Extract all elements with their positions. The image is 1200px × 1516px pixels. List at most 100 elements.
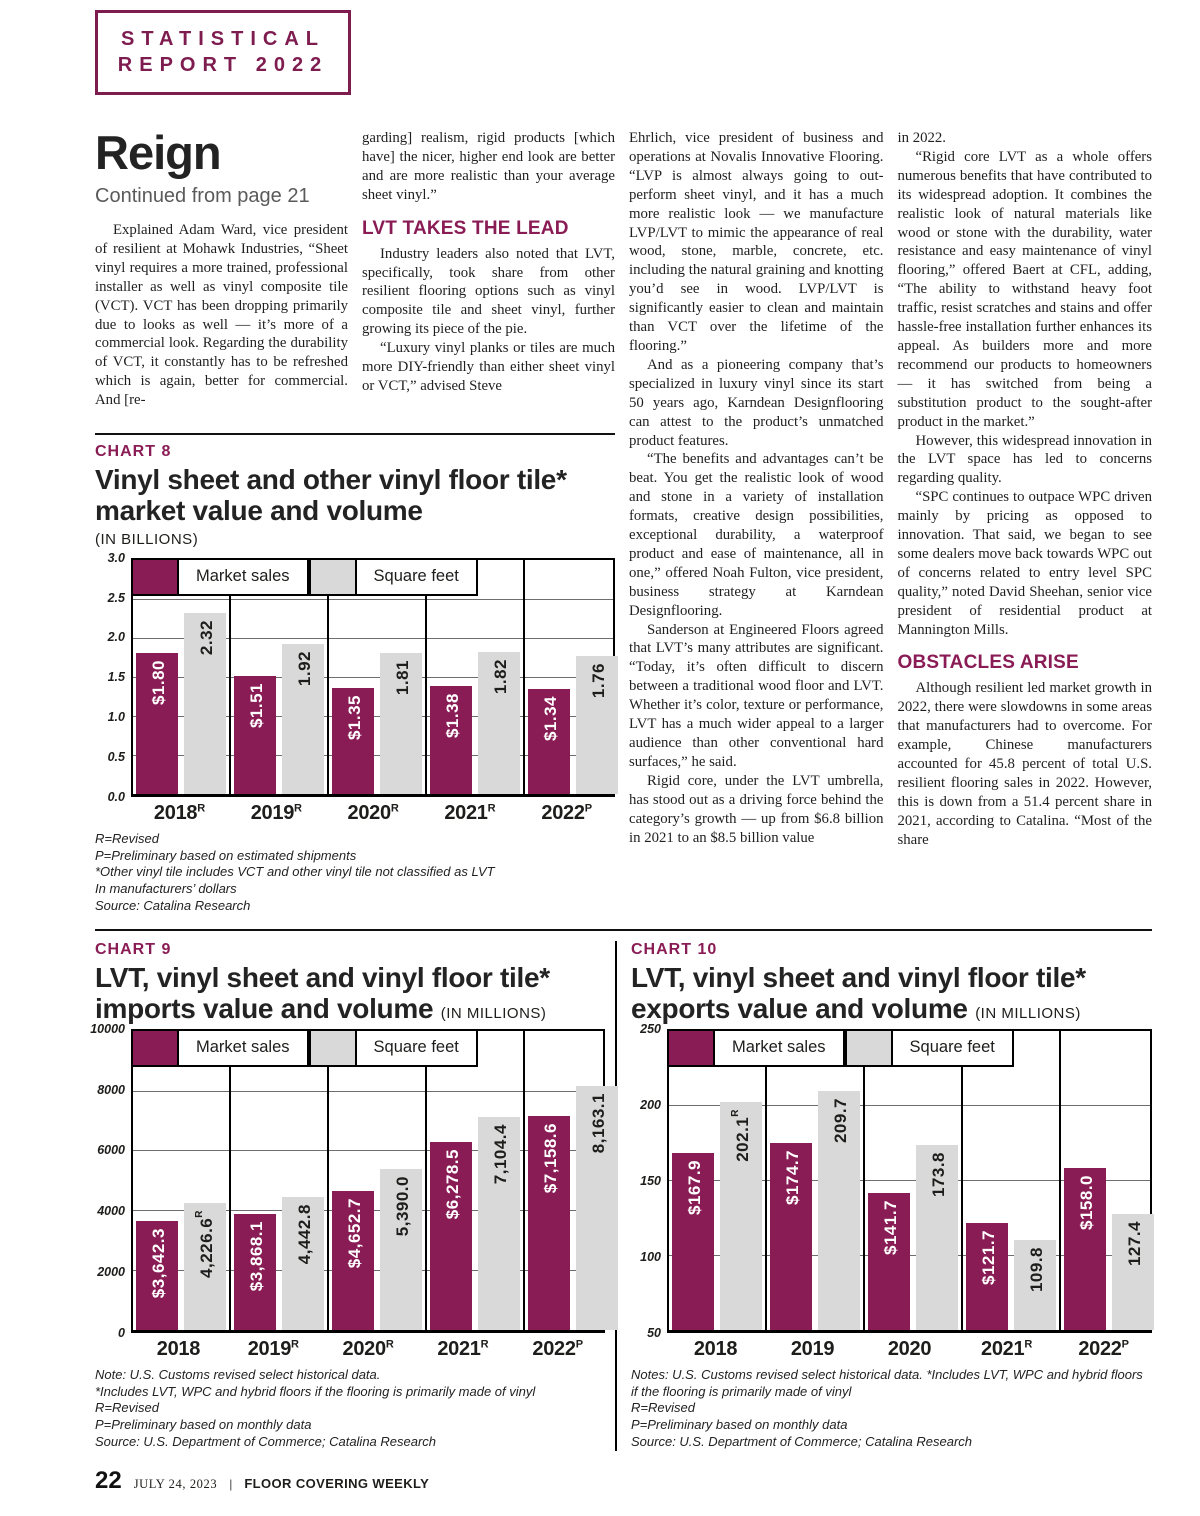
statistical-report-badge: STATISTICAL REPORT 2022 [95, 10, 351, 95]
left-half: Reign Continued from page 21 Explained A… [95, 129, 618, 915]
article-column-4: in 2022. “Rigid core LVT as a whole offe… [898, 129, 1153, 915]
charts-row: CHART 9 LVT, vinyl sheet and vinyl floor… [90, 929, 1154, 1451]
x-axis-label: 2018R [153, 801, 205, 824]
chart-8-footnotes: R=Revised P=Preliminary based on estimat… [95, 831, 615, 915]
publication-name: FLOOR COVERING WEEKLY [244, 1475, 430, 1491]
legend-swatch-market-sales [131, 557, 177, 596]
x-axis-label: 2018 [156, 1337, 201, 1360]
footer-separator: | [229, 1476, 233, 1491]
x-axis-label: 2021R [437, 1337, 489, 1360]
section-heading-obstacles-arise: OBSTACLES ARISE [897, 652, 1079, 674]
bar-market-sales: $3,642.3 [136, 1220, 178, 1330]
bar-value-label: 4,442.8 [294, 1203, 314, 1265]
x-axis-label: 2022P [1078, 1337, 1129, 1360]
chart-10-title: LVT, vinyl sheet and vinyl floor tile* e… [631, 962, 1086, 1025]
bar-square-feet: 1.82 [478, 651, 520, 794]
bar-value-label: $1.35 [344, 695, 364, 741]
legend-label-square-feet: Square feet [354, 557, 478, 596]
bar-market-sales: $1.35 [332, 688, 374, 794]
y-tick: 2000 [97, 1264, 125, 1279]
article-column-2: garding] realism, rigid products [which … [362, 129, 615, 421]
bar-market-sales: $1.38 [430, 686, 472, 794]
legend-swatch-square-feet [308, 557, 355, 596]
bar-value-label: $167.9 [684, 1160, 704, 1216]
bar-square-feet: 173.8 [916, 1144, 958, 1330]
footnote: *Other vinyl tile includes VCT and other… [95, 864, 495, 880]
bar-square-feet: 8,163.1 [576, 1085, 618, 1330]
y-tick: 4000 [97, 1204, 125, 1219]
bar-market-sales: $141.7 [868, 1192, 910, 1330]
legend-swatch-market-sales [667, 1028, 713, 1067]
bar-value-label: 8,163.1 [588, 1092, 608, 1153]
bar-value-label: $3,642.3 [148, 1227, 168, 1299]
y-tick: 100 [640, 1249, 661, 1264]
bar-group-2022: $158.0 127.4 [1061, 1031, 1157, 1330]
chart-8-x-axis: 2018R 2019R 2020R 2021R 2022P [95, 797, 615, 825]
y-tick: 1.5 [107, 670, 125, 685]
legend-swatch-square-feet [308, 1028, 355, 1067]
footnote: In manufacturers’ dollars [95, 881, 237, 897]
issue-date: JULY 24, 2023 [133, 1476, 218, 1491]
y-tick: 8000 [97, 1082, 125, 1097]
chart-10-label: CHART 10 [631, 941, 718, 958]
bar-group-2019: $174.7 209.7 [767, 1030, 865, 1330]
gridline [133, 598, 613, 600]
chart-9-footnotes: Note: U.S. Customs revised select histor… [95, 1367, 605, 1451]
legend-swatch-square-feet [844, 1028, 891, 1067]
footnote: Notes: U.S. Customs revised select histo… [631, 1366, 1143, 1399]
chart-legend: Market sales Square feet [131, 557, 478, 596]
bar-value-label: 1.92 [294, 650, 314, 687]
paragraph: And as a pioneering company that’s speci… [629, 356, 884, 449]
footnote: Source: U.S. Department of Commerce; Cat… [631, 1433, 973, 1449]
bar-value-label: 2.32 [196, 619, 216, 655]
x-axis-label: 2019R [247, 1337, 299, 1360]
chart-9-plot-area: $3,642.3 4,226.6R $3,868.1 4,442.8 $4,65… [131, 1028, 618, 1333]
paragraph: Industry leaders also noted that LVT, sp… [362, 245, 615, 338]
gridline [133, 1090, 603, 1092]
chart-10-section: CHART 10 LVT, vinyl sheet and vinyl floo… [617, 941, 1154, 1451]
chart-10-footnotes: Notes: U.S. Customs revised select histo… [631, 1367, 1152, 1451]
bar-value-label: 4,226.6R [194, 1210, 216, 1279]
chart-8-title: Vinyl sheet and other vinyl floor tile* … [95, 464, 567, 527]
y-tick: 0 [118, 1325, 125, 1340]
gridline [133, 1150, 603, 1152]
paragraph: Explained Adam Ward, vice president of r… [95, 222, 348, 409]
page-number: 22 [95, 1466, 122, 1494]
badge-line-1: STATISTICAL [120, 28, 326, 50]
bar-market-sales: $158.0 [1064, 1168, 1106, 1330]
bar-group-2019: $1.51 1.92 [231, 559, 329, 794]
bar-square-feet: 5,390.0 [380, 1168, 422, 1330]
article-column-1: Reign Continued from page 21 Explained A… [95, 129, 348, 421]
chart-8-plot-area: $1.80 2.32 $1.51 1.92 $1.35 1.81 [131, 557, 618, 797]
footnote: P=Preliminary based on monthly data [631, 1417, 848, 1433]
bar-value-label: $1.51 [246, 682, 266, 728]
footnote: R=Revised [95, 830, 159, 846]
paragraph: “Rigid core LVT as a whole offers numero… [897, 148, 1153, 430]
bar-square-feet: 202.1R [720, 1102, 762, 1330]
bar-square-feet: 1.76 [576, 656, 618, 794]
legend-label-market-sales: Market sales [713, 1028, 845, 1067]
paragraph: “The benefits and advantages can’t be be… [629, 451, 884, 619]
paragraph: garding] realism, rigid products [which … [362, 130, 615, 203]
chart-8-label: CHART 8 [95, 443, 172, 460]
bar-group-2021: $121.7 109.8 [963, 1030, 1061, 1330]
x-axis-label: 2019R [250, 801, 302, 824]
chart-8-y-axis: 3.0 2.5 2.0 1.5 1.0 0.5 0.0 [95, 551, 131, 804]
chart-8-plot-wrap: 3.0 2.5 2.0 1.5 1.0 0.5 0.0 [95, 551, 618, 804]
bar-square-feet: 209.7 [818, 1090, 860, 1330]
bar-value-label: 209.7 [830, 1097, 850, 1144]
footnote: P=Preliminary based on estimated shipmen… [95, 847, 357, 863]
footnote: Note: U.S. Customs revised select histor… [95, 1366, 381, 1382]
bar-square-feet: 4,226.6R [184, 1203, 226, 1330]
bar-value-label: 1.81 [392, 659, 412, 695]
bar-value-label: $4,652.7 [344, 1197, 364, 1268]
chart-8-section: CHART 8 Vinyl sheet and other vinyl floo… [95, 443, 618, 915]
paragraph: Although resilient led market growth in … [897, 680, 1153, 848]
chart-legend: Market sales Square feet [131, 1028, 478, 1067]
chart-10-subtitle: (IN MILLIONS) [975, 1005, 1081, 1023]
bar-square-feet: 2.32 [184, 612, 226, 794]
bar-group-2021: $1.38 1.82 [427, 559, 525, 794]
bar-market-sales: $4,652.7 [332, 1190, 374, 1330]
y-tick: 150 [640, 1173, 661, 1188]
